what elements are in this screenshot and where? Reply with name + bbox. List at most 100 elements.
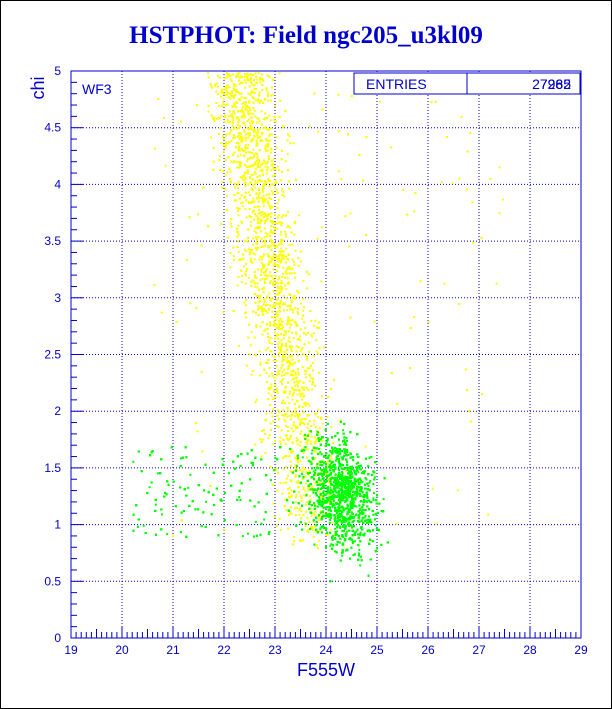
data-point: [264, 116, 267, 119]
data-point: [258, 127, 261, 130]
data-point: [244, 103, 247, 106]
data-point: [255, 226, 258, 229]
data-point: [230, 160, 233, 163]
data-point: [313, 92, 316, 95]
data-point: [241, 140, 244, 143]
data-point: [274, 302, 277, 305]
data-point: [295, 324, 298, 327]
data-point: [251, 249, 254, 252]
data-point: [311, 488, 314, 491]
data-point: [249, 81, 252, 84]
data-point: [287, 514, 290, 517]
data-point: [301, 346, 304, 349]
data-point: [260, 270, 263, 273]
data-point: [153, 283, 156, 286]
data-point: [220, 88, 223, 91]
data-point: [215, 101, 218, 104]
data-point: [241, 102, 244, 105]
data-point: [333, 485, 336, 488]
data-point: [264, 222, 267, 225]
data-point: [236, 192, 239, 195]
data-point: [279, 282, 282, 285]
data-point: [273, 245, 276, 248]
data-point: [222, 137, 225, 140]
data-point: [498, 212, 501, 215]
data-point: [269, 479, 272, 482]
data-point: [303, 423, 306, 426]
data-point: [276, 315, 279, 318]
data-point: [273, 376, 276, 379]
data-point: [288, 243, 291, 246]
data-point: [299, 424, 302, 427]
data-point: [241, 201, 244, 204]
data-point: [274, 254, 277, 257]
data-point: [261, 84, 264, 87]
data-point: [243, 149, 246, 152]
data-point: [294, 474, 297, 477]
data-point: [281, 275, 284, 278]
data-point: [270, 94, 273, 97]
data-point: [289, 326, 292, 329]
data-point: [286, 321, 289, 324]
data-point: [326, 534, 329, 537]
data-point: [212, 168, 215, 171]
data-point: [286, 406, 289, 409]
data-point: [320, 226, 323, 229]
data-point: [280, 216, 283, 219]
data-point: [301, 317, 304, 320]
data-point: [200, 244, 203, 247]
data-point: [334, 527, 337, 530]
data-point: [247, 110, 250, 113]
data-point: [229, 93, 232, 96]
data-point: [318, 326, 321, 329]
data-point: [264, 274, 267, 277]
data-point: [315, 544, 318, 547]
data-point: [302, 513, 305, 516]
data-point: [238, 132, 241, 135]
data-point: [225, 194, 228, 197]
data-point: [264, 432, 267, 435]
data-point: [286, 368, 289, 371]
data-point: [279, 442, 282, 445]
data-point: [229, 177, 232, 180]
data-point: [228, 110, 231, 113]
data-point: [296, 311, 299, 314]
data-point: [249, 176, 252, 179]
data-point: [318, 498, 321, 501]
data-point: [241, 109, 244, 112]
data-point: [338, 420, 341, 423]
data-point: [268, 133, 271, 136]
data-point: [256, 162, 259, 165]
data-point: [265, 162, 268, 165]
data-point: [245, 364, 248, 367]
data-point: [286, 309, 289, 312]
data-point: [295, 437, 298, 440]
data-point: [275, 365, 278, 368]
data-point: [282, 353, 285, 356]
data-point: [321, 439, 324, 442]
data-point: [282, 391, 285, 394]
data-point: [244, 101, 247, 104]
data-point: [322, 490, 325, 493]
data-point: [260, 78, 263, 81]
data-point: [276, 298, 279, 301]
data-point: [241, 274, 244, 277]
data-point: [272, 303, 275, 306]
data-point: [255, 99, 258, 102]
data-point: [292, 470, 295, 473]
data-point: [264, 112, 267, 115]
data-point: [229, 266, 232, 269]
data-point: [284, 355, 287, 358]
data-point: [337, 506, 340, 509]
data-point: [273, 284, 276, 287]
data-point: [261, 89, 264, 92]
data-point: [282, 358, 285, 361]
chart-title: HSTPHOT: Field ngc205_u3kl09: [129, 22, 483, 49]
data-point: [272, 158, 275, 161]
data-point: [281, 382, 284, 385]
data-point: [255, 294, 258, 297]
data-point: [240, 96, 243, 99]
data-point: [262, 265, 265, 268]
data-point: [278, 288, 281, 291]
data-point: [296, 455, 299, 458]
